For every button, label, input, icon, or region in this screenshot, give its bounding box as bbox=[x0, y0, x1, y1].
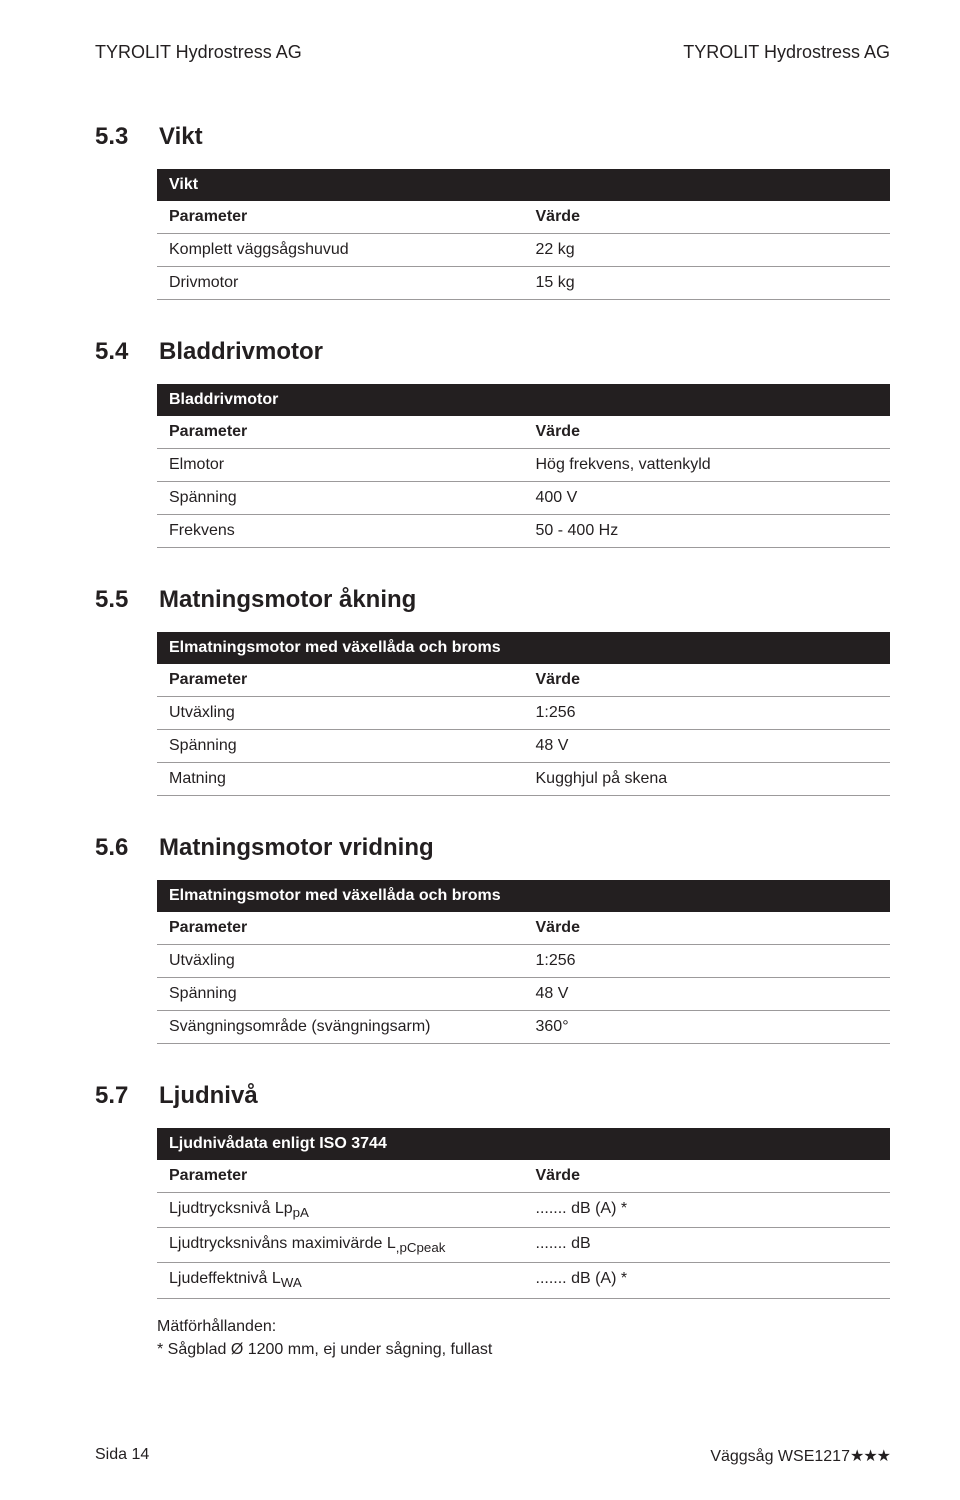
table-title: Elmatningsmotor med växellåda och broms bbox=[157, 632, 890, 664]
table-ljudniva: Ljudnivådata enligt ISO 3744 Parameter V… bbox=[157, 1128, 890, 1299]
footnote-line: * Sågblad Ø 1200 mm, ej under sågning, f… bbox=[157, 1338, 890, 1361]
col-header-value: Värde bbox=[524, 416, 891, 449]
table-row: Utväxling1:256 bbox=[157, 697, 890, 730]
table-matning-vridning: Elmatningsmotor med växellåda och broms … bbox=[157, 880, 890, 1044]
table-row: Komplett väggsågshuvud22 kg bbox=[157, 234, 890, 267]
cell-param: Utväxling bbox=[157, 697, 524, 730]
cell-value: 360° bbox=[524, 1011, 891, 1044]
table-row: Spänning400 V bbox=[157, 482, 890, 515]
cell-param: Spänning bbox=[157, 730, 524, 763]
section-heading: 5.4 Bladdrivmotor bbox=[95, 338, 890, 366]
table-row: Frekvens50 - 400 Hz bbox=[157, 515, 890, 548]
cell-param: Matning bbox=[157, 763, 524, 796]
table-row: Utväxling1:256 bbox=[157, 945, 890, 978]
cell-param: Drivmotor bbox=[157, 267, 524, 300]
section-title: Matningsmotor vridning bbox=[159, 834, 434, 862]
col-header-value: Värde bbox=[524, 664, 891, 697]
section-5-5: 5.5 Matningsmotor åkning Elmatningsmotor… bbox=[95, 586, 890, 796]
cell-param: Ljudtrycksnivå LppA bbox=[157, 1193, 524, 1228]
col-header-value: Värde bbox=[524, 912, 891, 945]
cell-value: Hög frekvens, vattenkyld bbox=[524, 449, 891, 482]
cell-value: Kugghjul på skena bbox=[524, 763, 891, 796]
footer-right: Väggsåg WSE1217★★★ bbox=[710, 1446, 890, 1466]
section-number: 5.7 bbox=[95, 1082, 137, 1110]
cell-param: Komplett väggsågshuvud bbox=[157, 234, 524, 267]
table-matning-akning: Elmatningsmotor med växellåda och broms … bbox=[157, 632, 890, 796]
table-row: Ljudeffektnivå LWA ....... dB (A) * bbox=[157, 1263, 890, 1298]
cell-value: 1:256 bbox=[524, 945, 891, 978]
section-5-6: 5.6 Matningsmotor vridning Elmatningsmot… bbox=[95, 834, 890, 1044]
section-5-3: 5.3 Vikt Vikt Parameter Värde Komplett v… bbox=[95, 123, 890, 300]
table-row: Spänning48 V bbox=[157, 730, 890, 763]
running-header: TYROLIT Hydrostress AG TYROLIT Hydrostre… bbox=[95, 42, 890, 63]
footer-left: Sida 14 bbox=[95, 1446, 149, 1466]
header-right: TYROLIT Hydrostress AG bbox=[683, 42, 890, 63]
table-row: Ljudtrycksnivåns maximivärde L,pCpeak ..… bbox=[157, 1228, 890, 1263]
cell-param: Spänning bbox=[157, 978, 524, 1011]
table-row: Drivmotor15 kg bbox=[157, 267, 890, 300]
cell-value: 50 - 400 Hz bbox=[524, 515, 891, 548]
section-title: Matningsmotor åkning bbox=[159, 586, 416, 614]
cell-param: Svängningsområde (svängningsarm) bbox=[157, 1011, 524, 1044]
cell-param: Ljudtrycksnivåns maximivärde L,pCpeak bbox=[157, 1228, 524, 1263]
cell-param: Utväxling bbox=[157, 945, 524, 978]
cell-param: Frekvens bbox=[157, 515, 524, 548]
section-title: Ljudnivå bbox=[159, 1082, 258, 1110]
table-title: Elmatningsmotor med växellåda och broms bbox=[157, 880, 890, 912]
cell-value: ....... dB bbox=[524, 1228, 891, 1263]
footnote-line: Mätförhållanden: bbox=[157, 1315, 890, 1338]
page: TYROLIT Hydrostress AG TYROLIT Hydrostre… bbox=[0, 0, 960, 1500]
col-header-parameter: Parameter bbox=[157, 912, 524, 945]
section-title: Vikt bbox=[159, 123, 203, 151]
footer-product: Väggsåg WSE1217 bbox=[710, 1448, 850, 1465]
section-heading: 5.5 Matningsmotor åkning bbox=[95, 586, 890, 614]
table-row: Spänning48 V bbox=[157, 978, 890, 1011]
section-number: 5.5 bbox=[95, 586, 137, 614]
cell-value: 1:256 bbox=[524, 697, 891, 730]
table-title: Vikt bbox=[157, 169, 890, 201]
table-row: MatningKugghjul på skena bbox=[157, 763, 890, 796]
col-header-parameter: Parameter bbox=[157, 664, 524, 697]
cell-value: ....... dB (A) * bbox=[524, 1193, 891, 1228]
section-number: 5.4 bbox=[95, 338, 137, 366]
col-header-parameter: Parameter bbox=[157, 416, 524, 449]
cell-param: Spänning bbox=[157, 482, 524, 515]
table-row: ElmotorHög frekvens, vattenkyld bbox=[157, 449, 890, 482]
section-heading: 5.6 Matningsmotor vridning bbox=[95, 834, 890, 862]
page-footer: Sida 14 Väggsåg WSE1217★★★ bbox=[95, 1446, 890, 1466]
table-row: Ljudtrycksnivå LppA ....... dB (A) * bbox=[157, 1193, 890, 1228]
table-title: Ljudnivådata enligt ISO 3744 bbox=[157, 1128, 890, 1160]
cell-value: ....... dB (A) * bbox=[524, 1263, 891, 1298]
cell-value: 48 V bbox=[524, 730, 891, 763]
section-5-4: 5.4 Bladdrivmotor Bladdrivmotor Paramete… bbox=[95, 338, 890, 548]
cell-value: 15 kg bbox=[524, 267, 891, 300]
section-title: Bladdrivmotor bbox=[159, 338, 323, 366]
cell-param: Elmotor bbox=[157, 449, 524, 482]
table-vikt: Vikt Parameter Värde Komplett väggsågshu… bbox=[157, 169, 890, 300]
section-number: 5.6 bbox=[95, 834, 137, 862]
cell-value: 400 V bbox=[524, 482, 891, 515]
footnote: Mätförhållanden: * Sågblad Ø 1200 mm, ej… bbox=[157, 1315, 890, 1361]
section-heading: 5.7 Ljudnivå bbox=[95, 1082, 890, 1110]
cell-value: 22 kg bbox=[524, 234, 891, 267]
section-heading: 5.3 Vikt bbox=[95, 123, 890, 151]
col-header-parameter: Parameter bbox=[157, 201, 524, 234]
cell-value: 48 V bbox=[524, 978, 891, 1011]
subscript: ,pCpeak bbox=[396, 1240, 446, 1255]
subscript: WA bbox=[281, 1276, 302, 1291]
table-bladdrivmotor: Bladdrivmotor Parameter Värde ElmotorHög… bbox=[157, 384, 890, 548]
cell-param: Ljudeffektnivå LWA bbox=[157, 1263, 524, 1298]
stars-icon: ★★★ bbox=[850, 1448, 890, 1465]
col-header-parameter: Parameter bbox=[157, 1160, 524, 1193]
subscript: pA bbox=[293, 1205, 309, 1220]
section-5-7: 5.7 Ljudnivå Ljudnivådata enligt ISO 374… bbox=[95, 1082, 890, 1361]
table-row: Svängningsområde (svängningsarm)360° bbox=[157, 1011, 890, 1044]
section-number: 5.3 bbox=[95, 123, 137, 151]
col-header-value: Värde bbox=[524, 201, 891, 234]
col-header-value: Värde bbox=[524, 1160, 891, 1193]
table-title: Bladdrivmotor bbox=[157, 384, 890, 416]
header-left: TYROLIT Hydrostress AG bbox=[95, 42, 302, 63]
